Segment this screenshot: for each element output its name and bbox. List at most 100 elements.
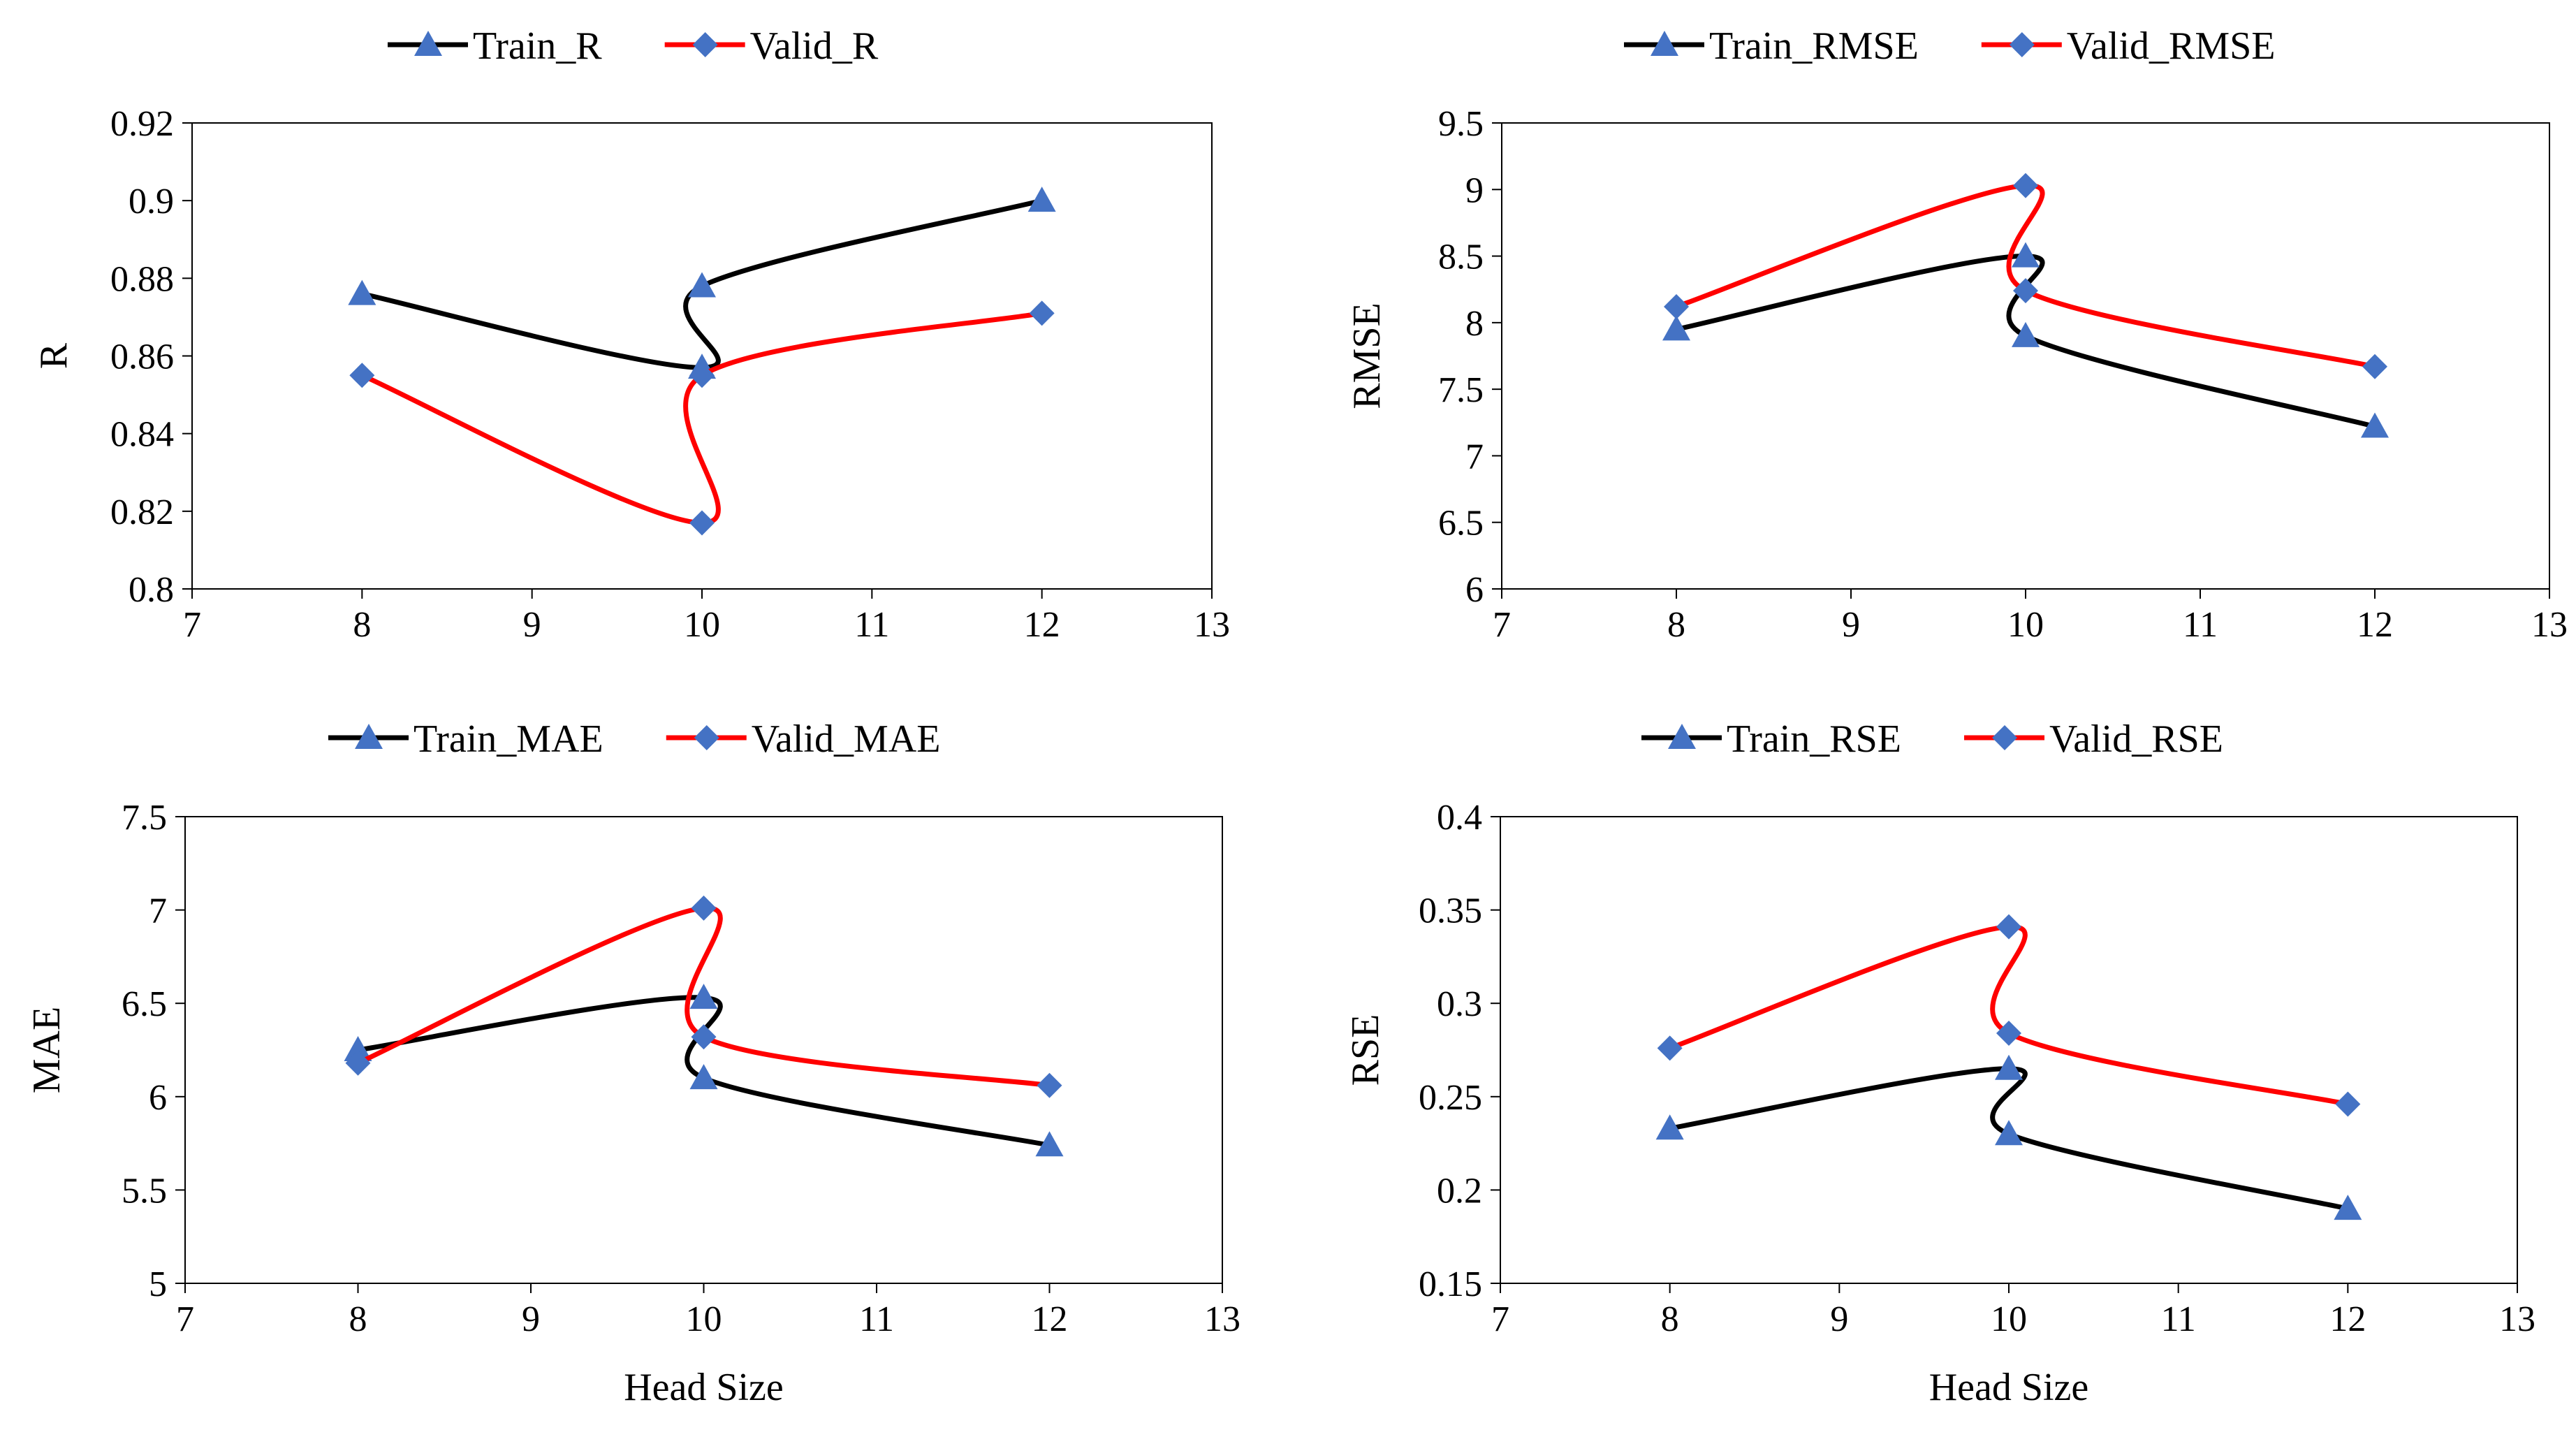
x-tick-label: 13 bbox=[1204, 1299, 1241, 1339]
data-point-Valid_MAE bbox=[345, 1050, 371, 1076]
x-tick-label: 12 bbox=[2357, 605, 2393, 645]
y-tick-label: 9.5 bbox=[1438, 104, 1484, 144]
y-tick-label: 0.9 bbox=[129, 182, 174, 221]
series-line-Train_RSE bbox=[1669, 1066, 2349, 1211]
y-tick-label: 0.25 bbox=[1419, 1078, 1482, 1118]
legend-marker-Train_MAE bbox=[355, 724, 383, 749]
data-point-Train_RMSE bbox=[2012, 242, 2040, 268]
legend-marker-Valid_R bbox=[692, 32, 718, 57]
x-tick-label: 13 bbox=[1194, 605, 1230, 645]
data-point-Valid_R bbox=[1029, 300, 1055, 326]
data-point-Train_RSE bbox=[1995, 1054, 2023, 1080]
legend-marker-Valid_MAE bbox=[694, 725, 719, 750]
legend: Train_RMSE Valid_RMSE bbox=[1624, 24, 2276, 68]
y-tick-label: 8.5 bbox=[1438, 238, 1484, 277]
x-tick-label: 10 bbox=[686, 1299, 722, 1339]
y-tick-label: 0.88 bbox=[110, 259, 174, 299]
x-tick-label: 11 bbox=[2161, 1299, 2196, 1339]
plot-area bbox=[184, 816, 1223, 1284]
legend-entry-Valid_RMSE: Valid_RMSE bbox=[2067, 24, 2276, 68]
y-tick-label: 0.2 bbox=[1437, 1171, 1482, 1211]
x-axis-label: Head Size bbox=[624, 1366, 784, 1409]
data-point-Train_RSE bbox=[1655, 1114, 1684, 1140]
x-tick-label: 9 bbox=[1842, 605, 1860, 645]
y-tick-label: 6 bbox=[149, 1078, 167, 1118]
series-line-Valid_RSE bbox=[1669, 924, 2349, 1107]
y-tick-label: 0.15 bbox=[1419, 1264, 1482, 1304]
y-tick-label: 6.5 bbox=[1438, 504, 1484, 544]
data-point-Train_MAE bbox=[689, 1064, 718, 1090]
chart-rmse: 7 8 9 10 11 12 13 6 6.5 7 7.5 8 8.5 9 9.5 RMSE Train_RMS… bbox=[1345, 24, 2568, 645]
data-point-Train_R bbox=[348, 279, 376, 305]
y-tick-label: 0.8 bbox=[129, 570, 174, 610]
series-line-Train_R bbox=[361, 198, 1043, 370]
legend-marker-Valid_RMSE bbox=[2009, 32, 2035, 57]
legend: Train_RSE Valid_RSE bbox=[1641, 717, 2223, 761]
data-point-Valid_R bbox=[689, 510, 715, 536]
legend-entry-Train_RSE: Train_RSE bbox=[1727, 717, 1901, 761]
legend-entry-Train_MAE: Train_MAE bbox=[414, 717, 603, 761]
y-tick-label: 7 bbox=[1465, 437, 1484, 476]
x-tick-label: 12 bbox=[1024, 605, 1060, 645]
data-point-Valid_RSE bbox=[1996, 1020, 2021, 1046]
x-tick-label: 11 bbox=[2183, 605, 2218, 645]
legend-entry-Valid_R: Valid_R bbox=[750, 24, 879, 68]
x-tick-label: 8 bbox=[349, 1299, 367, 1339]
x-tick-label: 12 bbox=[2329, 1299, 2366, 1339]
x-tick-label: 10 bbox=[684, 605, 720, 645]
legend-entry-Train_RMSE: Train_RMSE bbox=[1709, 24, 1919, 68]
legend-entry-Valid_RSE: Valid_RSE bbox=[2049, 717, 2223, 761]
data-point-Train_RSE bbox=[1995, 1120, 2023, 1146]
y-tick-label: 7.5 bbox=[1438, 370, 1484, 410]
legend-marker-Train_RSE bbox=[1668, 724, 1696, 749]
x-tick-label: 9 bbox=[523, 605, 541, 645]
data-point-Train_RMSE bbox=[1662, 315, 1690, 341]
legend-marker-Train_R bbox=[414, 31, 442, 56]
y-tick-label: 8 bbox=[1465, 304, 1484, 344]
data-point-Train_MAE bbox=[689, 984, 718, 1009]
legend: Train_MAE Valid_MAE bbox=[328, 717, 940, 761]
y-tick-label: 0.82 bbox=[110, 493, 174, 532]
legend-entry-Valid_MAE: Valid_MAE bbox=[752, 717, 941, 761]
x-tick-label: 7 bbox=[183, 605, 201, 645]
y-tick-label: 0.4 bbox=[1437, 798, 1482, 838]
legend: Train_R Valid_R bbox=[388, 24, 879, 68]
data-point-Train_RMSE bbox=[2012, 321, 2040, 347]
x-tick-label: 9 bbox=[522, 1299, 540, 1339]
data-point-Train_R bbox=[688, 272, 716, 298]
data-point-Valid_R bbox=[349, 363, 375, 388]
x-tick-label: 8 bbox=[353, 605, 371, 645]
x-tick-label: 7 bbox=[176, 1299, 194, 1339]
x-tick-label: 8 bbox=[1667, 605, 1685, 645]
y-tick-label: 0.84 bbox=[110, 415, 174, 455]
data-point-Valid_MAE bbox=[1037, 1072, 1062, 1098]
data-point-Valid_RMSE bbox=[2362, 353, 2387, 379]
data-point-Valid_MAE bbox=[691, 895, 717, 921]
data-point-Valid_RSE bbox=[1996, 914, 2021, 940]
legend-entry-Train_R: Train_R bbox=[473, 24, 602, 68]
data-point-Train_MAE bbox=[344, 1036, 372, 1061]
y-tick-label: 5 bbox=[149, 1264, 167, 1304]
data-point-Valid_RSE bbox=[2335, 1091, 2361, 1117]
x-tick-label: 12 bbox=[1032, 1299, 1068, 1339]
chart-rse: 7 8 9 10 11 12 13 0.15 0.2 0.25 0.3 0.35 0.4 RSE Head … bbox=[1344, 717, 2535, 1409]
x-tick-label: 8 bbox=[1661, 1299, 1679, 1339]
x-tick-label: 13 bbox=[2499, 1299, 2535, 1339]
y-tick-label: 9 bbox=[1465, 170, 1484, 210]
data-point-Valid_RSE bbox=[1657, 1035, 1683, 1061]
y-axis-label: RSE bbox=[1344, 1014, 1387, 1086]
chart-r: 7 8 9 10 11 12 13 0.8 0.82 0.84 0.86 0.88 0.9 0.92 R Tr… bbox=[32, 24, 1230, 645]
x-tick-label: 10 bbox=[2007, 605, 2044, 645]
x-tick-label: 11 bbox=[854, 605, 889, 645]
y-tick-label: 0.35 bbox=[1419, 891, 1482, 931]
x-tick-label: 11 bbox=[859, 1299, 894, 1339]
x-tick-label: 7 bbox=[1493, 605, 1511, 645]
data-point-Train_RSE bbox=[2334, 1195, 2362, 1220]
x-tick-label: 13 bbox=[2531, 605, 2568, 645]
x-tick-label: 7 bbox=[1491, 1299, 1509, 1339]
y-axis-label: MAE bbox=[25, 1007, 68, 1093]
data-point-Valid_RMSE bbox=[1664, 293, 1689, 319]
data-point-Valid_R bbox=[689, 363, 715, 388]
